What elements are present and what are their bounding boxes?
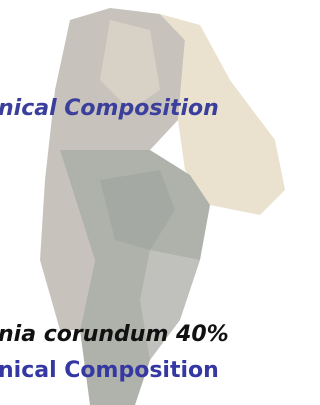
body-line: nia corundum 40% [0, 322, 229, 348]
subheading: nical Composition [0, 358, 219, 384]
slide: nical Composition nia corundum 40% nical… [0, 0, 303, 405]
heading: nical Composition [0, 96, 219, 122]
